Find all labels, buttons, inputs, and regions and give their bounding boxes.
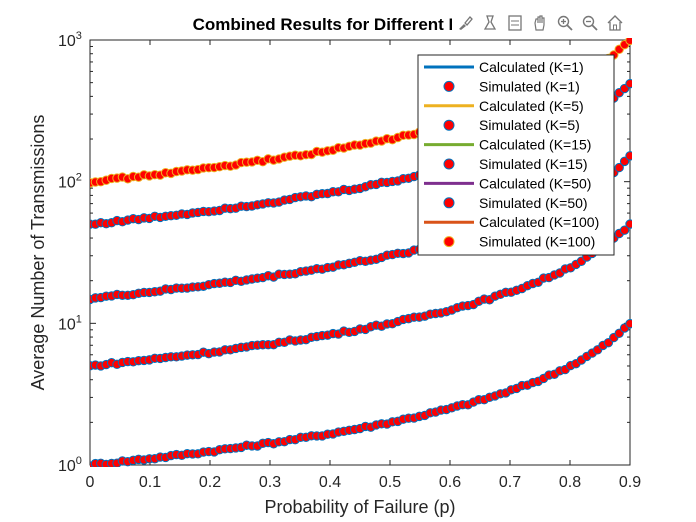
pan-icon[interactable] (529, 12, 551, 34)
x-tick-label: 0.8 (559, 474, 581, 491)
legend-entry-label: Simulated (K=5) (479, 117, 580, 133)
data-point (625, 151, 632, 161)
legend-entry-label: Simulated (K=1) (479, 78, 580, 94)
y-tick-label: 100 (58, 455, 82, 475)
legend-marker-swatch (443, 80, 455, 92)
brush-icon[interactable] (454, 12, 476, 34)
data-point (625, 78, 632, 89)
home-icon[interactable] (604, 12, 626, 34)
x-tick-label: 0.1 (139, 474, 161, 491)
x-tick-label: 0.4 (319, 474, 341, 491)
x-tick-label: 0.7 (499, 474, 521, 491)
legend-entry-label: Calculated (K=15) (479, 137, 591, 153)
x-tick-label: 0.2 (199, 474, 221, 491)
x-tick-label: 0 (86, 474, 95, 491)
legend-entry-label: Calculated (K=50) (479, 175, 591, 191)
y-axis-label: Average Number of Transmissions (28, 115, 48, 391)
legend-entry-label: Calculated (K=100) (479, 214, 599, 230)
data-point (614, 162, 624, 173)
x-tick-label: 0.3 (259, 474, 281, 491)
y-tick-label: 103 (58, 30, 82, 50)
data-point (625, 219, 632, 229)
data-point (619, 225, 630, 235)
zoom-out-icon[interactable] (579, 12, 601, 34)
legend-marker-swatch (443, 119, 455, 131)
legend-entry-label: Calculated (K=1) (479, 59, 584, 75)
legend-icon[interactable] (504, 12, 526, 34)
datatip-icon[interactable] (479, 12, 501, 34)
legend-marker-swatch (443, 236, 455, 248)
chart-title: Combined Results for Different K Values (193, 15, 520, 34)
x-tick-label: 0.5 (379, 474, 401, 491)
x-axis-label: Probability of Failure (p) (264, 497, 455, 517)
x-tick-label: 0.6 (439, 474, 461, 491)
x-tick-label: 0.9 (619, 474, 641, 491)
legend-marker-swatch (443, 158, 455, 170)
legend-entry-label: Simulated (K=100) (479, 234, 595, 250)
y-tick-label: 102 (58, 172, 82, 192)
data-point (625, 319, 632, 329)
data-point (619, 156, 630, 167)
zoom-in-icon[interactable] (554, 12, 576, 34)
legend-entry-label: Calculated (K=5) (479, 98, 584, 114)
series-marker-k1 (90, 319, 632, 467)
legend-marker-swatch (443, 197, 455, 209)
legend-entry-label: Simulated (K=50) (479, 195, 588, 211)
legend: Calculated (K=1) Simulated (K=1) Calculate… (417, 54, 615, 256)
axes-toolbar (452, 12, 628, 36)
legend-entry-label: Simulated (K=15) (479, 156, 588, 172)
data-point (625, 38, 632, 46)
y-tick-label: 101 (58, 313, 82, 333)
